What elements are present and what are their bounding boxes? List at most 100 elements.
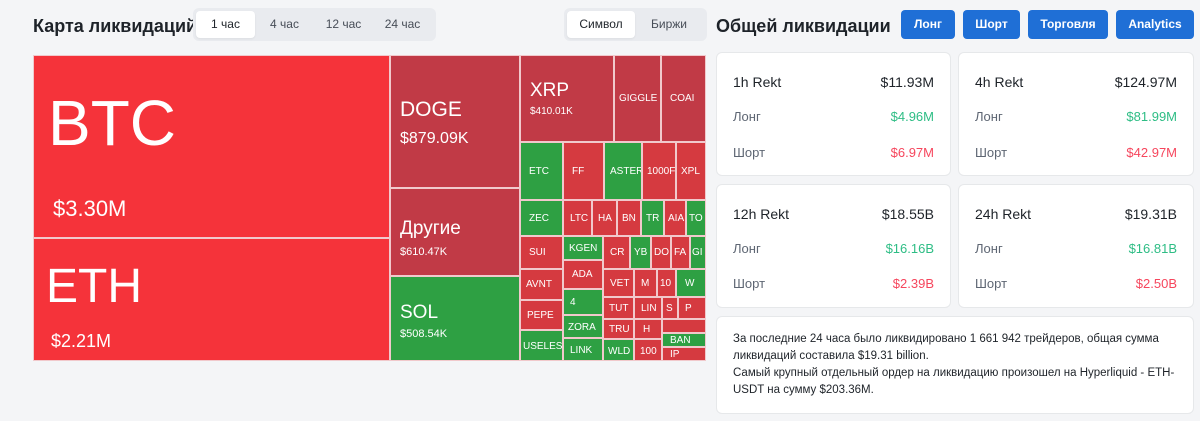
treemap-cell-aster[interactable]: ASTER [604,142,642,200]
trade-button[interactable]: Торговля [1028,10,1108,39]
treemap-cell-tr[interactable]: TR [641,200,664,236]
cell-symbol: YB [634,247,648,258]
treemap-cell-ada[interactable]: ADA [563,260,603,289]
treemap-cell-zora[interactable]: ZORA [563,315,603,338]
cell-symbol: PEPE [527,310,554,321]
long-label: Лонг [733,109,761,124]
tab-symbol[interactable]: Символ [567,11,635,38]
treemap-cell-1000f[interactable]: 1000F [642,142,676,200]
tab-1h[interactable]: 1 час [196,11,255,38]
treemap-cell-eth[interactable]: ETH $2.21M [33,238,390,361]
treemap-cell-ip[interactable]: IP [662,347,706,361]
treemap-cell-kgen[interactable]: KGEN [563,236,603,260]
cell-symbol: IP [670,349,680,360]
long-label: Лонг [975,241,1003,256]
treemap-cell-tut[interactable]: TUT [603,297,634,319]
treemap-cell-ha[interactable]: HA [592,200,617,236]
treemap-cell-sui[interactable]: SUI [520,236,563,269]
tab-12h[interactable]: 12 час [325,17,362,31]
cell-value: $2.21M [51,331,112,351]
cell-symbol: P [685,303,692,314]
treemap-cell-aia[interactable]: AIA [664,200,686,236]
treemap-cell-to[interactable]: TO [686,200,706,236]
short-label: Шорт [733,145,766,160]
treemap-cell-fa[interactable]: FA [671,236,690,269]
short-value: $6.97M [890,145,934,160]
tab-exchanges[interactable]: Биржи [651,17,687,31]
cell-symbol: SOL [400,302,439,323]
treemap-cell-link[interactable]: LINK [563,338,603,361]
cell-symbol: SUI [529,247,546,258]
treemap-cell-giggle[interactable]: GIGGLE [614,55,661,142]
cell-symbol: 4 [570,297,576,308]
treemap-cell-avnt[interactable]: AVNT [520,269,563,300]
treemap-cell-useless[interactable]: USELESS [520,330,563,361]
treemap-cell-4[interactable]: 4 [563,289,603,315]
total-value: $18.55B [881,206,934,222]
treemap-cell-yb[interactable]: YB [630,236,651,269]
cell-symbol: M [641,278,650,289]
treemap-cell-s[interactable]: S [662,297,678,319]
cell-symbol: TO [689,213,703,224]
treemap-cell-wld[interactable]: WLD [603,339,634,361]
total-liquidation-title: Общей ликвидации [716,16,891,36]
treemap-cell-others[interactable]: Другие $610.47K [390,188,520,276]
treemap-cell-ltc[interactable]: LTC [563,200,592,236]
treemap-cell-lin[interactable]: LIN [634,297,662,319]
treemap-cell-pepe[interactable]: PEPE [520,300,563,330]
cell-symbol: TRU [609,324,630,335]
cell-symbol: KGEN [569,243,598,254]
total-value: $19.31B [1124,206,1177,222]
treemap-cell-w[interactable]: W [676,269,706,297]
cell-symbol: ZEC [529,213,549,224]
treemap-cell-ban[interactable]: BAN [662,333,706,347]
long-value: $81.99M [1126,109,1177,124]
cell-value: $410.01K [530,106,573,117]
cell-symbol: W [685,278,695,289]
treemap-cell-btc[interactable]: BTC $3.30M [33,55,390,238]
treemap-cell-10[interactable]: 10 [657,269,676,297]
cell-symbol: LIN [641,303,657,314]
treemap-cell-ff[interactable]: FF [563,142,604,200]
treemap-cell-m[interactable]: M [634,269,657,297]
treemap-cell-sol[interactable]: SOL $508.54K [390,276,520,361]
treemap-cell-do[interactable]: DO [651,236,671,269]
treemap-cell-xrp[interactable]: XRP $410.01K [520,55,614,142]
analytics-button[interactable]: Analytics [1116,10,1194,39]
treemap-cell-h[interactable]: H [634,319,662,339]
time-range-tabs: 1 час 4 час 12 час 24 час [193,8,436,41]
period-label: 12h Rekt [733,206,790,222]
treemap-cell-vet[interactable]: VET [603,269,634,297]
cell-symbol: DO [654,247,669,258]
liquidation-summary: За последние 24 часа было ликвидировано … [716,316,1194,414]
treemap-cell-small[interactable] [662,319,706,333]
cell-symbol: BTC [48,87,176,159]
short-label: Шорт [975,145,1008,160]
treemap-cell-gi[interactable]: GI [690,236,706,269]
treemap-cell-tru[interactable]: TRU [603,319,634,339]
tab-24h[interactable]: 24 час [384,17,421,31]
treemap-cell-zec[interactable]: ZEC [520,200,563,236]
treemap-cell-bn[interactable]: BN [617,200,641,236]
cell-symbol: H [643,324,651,335]
page-title: Карта ликвидаций [33,16,198,36]
treemap-cell-etc[interactable]: ETC [520,142,563,200]
treemap-cell-100[interactable]: 100 [634,339,662,361]
treemap-cell-cr[interactable]: CR [603,236,630,269]
treemap-cell-xpl[interactable]: XPL [676,142,706,200]
cell-value: $508.54K [400,328,448,340]
long-button[interactable]: Лонг [901,10,955,39]
cell-symbol: COAI [670,93,695,104]
cell-symbol: 1000F [647,166,676,177]
long-value: $4.96M [890,109,934,124]
total-value: $124.97M [1114,74,1177,90]
cell-symbol: ASTER [610,166,642,177]
tab-4h[interactable]: 4 час [270,17,299,31]
treemap-cell-p[interactable]: P [678,297,706,319]
treemap-cell-coai[interactable]: COAI [661,55,706,142]
treemap-cell-doge[interactable]: DOGE $879.09K [390,55,520,188]
period-label: 4h Rekt [975,74,1024,90]
cell-symbol: 100 [640,346,657,357]
long-value: $16.81B [1128,241,1177,256]
short-button[interactable]: Шорт [963,10,1020,39]
